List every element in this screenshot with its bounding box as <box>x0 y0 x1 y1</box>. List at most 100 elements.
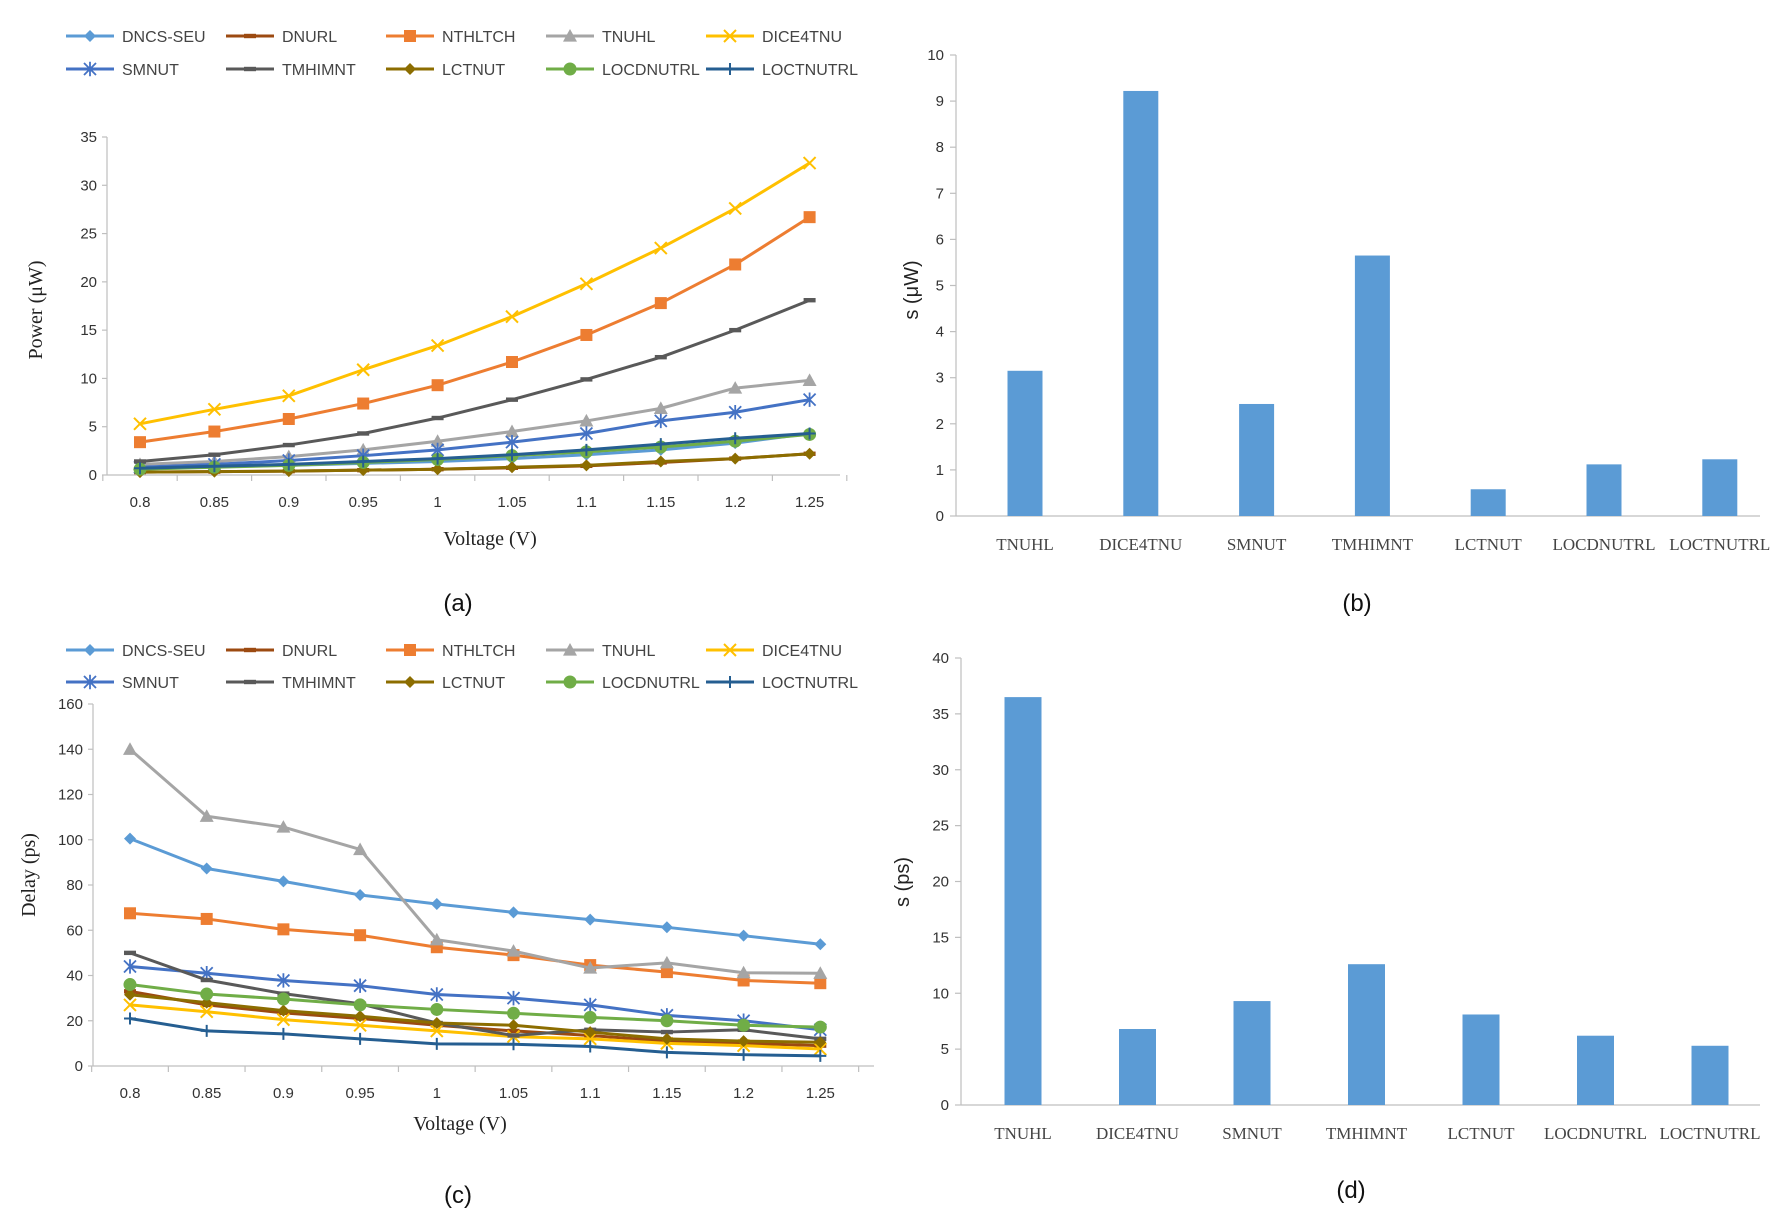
plus-marker-icon <box>430 1037 443 1050</box>
diamond-marker-icon <box>506 461 518 474</box>
circle-marker-icon <box>563 675 577 689</box>
square-marker-icon <box>660 966 673 979</box>
y-tick-label: 35 <box>932 706 949 723</box>
data-point-nthltch <box>580 328 593 341</box>
data-point-smnut <box>123 959 137 974</box>
asterisk-marker-icon <box>802 392 817 407</box>
triangle-marker-icon <box>736 965 751 979</box>
data-point-tnuhl <box>506 944 521 957</box>
panel-label-c: (c) <box>444 1182 472 1209</box>
data-point-locdnutrl <box>123 978 137 992</box>
square-marker-icon <box>506 356 518 369</box>
legend-label-dncs-seu: DNCS-SEU <box>122 29 206 46</box>
data-point-tmhimnt <box>208 452 221 457</box>
series-tnuhl <box>123 742 828 979</box>
x-marker-icon <box>207 402 222 417</box>
dash-marker-icon <box>124 950 136 956</box>
series-line-nthltch <box>129 911 821 985</box>
x-category-label: TMHIMNT <box>1332 535 1414 554</box>
plus-marker-icon <box>580 443 593 456</box>
data-point-dice4tnu <box>505 309 519 324</box>
y-tick-label: 0 <box>89 467 97 484</box>
bar-dice4tnu <box>1119 1029 1156 1105</box>
dash-marker-icon <box>357 431 370 436</box>
diamond-marker-icon <box>660 921 673 934</box>
x-marker-icon <box>583 1032 597 1046</box>
data-point-lctnut <box>124 988 136 1001</box>
series-line-loctnutrl <box>139 431 810 470</box>
legend-item-dncs-seu: DNCS-SEU <box>66 29 206 46</box>
data-point-tnuhl <box>728 381 743 394</box>
circle-marker-icon <box>200 987 214 1001</box>
data-point-loctnutrl <box>200 1024 213 1037</box>
triangle-marker-icon <box>506 944 521 957</box>
data-point-lctnut <box>737 1035 750 1048</box>
bar-tnuhl <box>1004 697 1042 1105</box>
data-point-dice4tnu <box>133 417 147 431</box>
data-point-tnuhl <box>736 965 751 979</box>
x-category-label: LOCTNUTRL <box>1659 1124 1760 1143</box>
series-loctnutrl <box>134 427 816 475</box>
data-point-loctnutrl <box>282 458 295 471</box>
data-point-smnut <box>583 997 597 1013</box>
x-tick-label: 0.9 <box>273 1085 294 1102</box>
x-category-label: DICE4TNU <box>1099 535 1182 554</box>
diamond-marker-icon <box>404 676 416 688</box>
data-point-loctnutrl <box>208 460 221 473</box>
legend-item-tmhimnt: TMHIMNT <box>226 675 356 692</box>
legend-marker-locdnutrl <box>563 675 577 689</box>
legend-label-tnuhl: TNUHL <box>602 643 655 660</box>
series-dncs-seu <box>124 832 827 951</box>
square-marker-icon <box>814 977 827 990</box>
data-point-loctnutrl <box>580 443 593 456</box>
series-line-smnut <box>139 398 810 469</box>
legend-label-loctnutrl: LOCTNUTRL <box>762 675 858 692</box>
circle-marker-icon <box>430 1002 444 1016</box>
x-tick-label: 1.1 <box>576 494 597 511</box>
data-point-nthltch <box>208 425 221 438</box>
y-tick-label: 7 <box>936 185 944 202</box>
square-marker-icon <box>200 912 213 925</box>
x-marker-icon <box>728 201 742 216</box>
circle-marker-icon <box>353 998 367 1012</box>
data-point-loctnutrl <box>430 1037 443 1050</box>
data-point-lctnut <box>803 447 816 460</box>
data-point-nthltch <box>506 356 518 369</box>
y-tick-label: 25 <box>932 818 949 835</box>
x-marker-icon <box>356 363 370 377</box>
plot-a: 0 5 10 15 20 25 30 35 0.8 0.85 0.9 0.95 1 1.05 1.1 1.15… <box>80 129 848 511</box>
series-line-smnut <box>129 964 821 1032</box>
data-point-smnut <box>505 434 519 450</box>
data-point-loctnutrl <box>354 1032 367 1045</box>
series-line-tnuhl <box>139 378 810 466</box>
data-point-nthltch <box>660 966 673 979</box>
legend-label-dnurl: DNURL <box>282 29 337 46</box>
data-point-tnuhl <box>429 932 444 946</box>
data-point-dncs-seu <box>814 938 827 951</box>
data-point-nthltch <box>803 211 816 224</box>
data-point-dncs-seu <box>660 921 673 934</box>
series-line-lctnut <box>129 993 821 1044</box>
square-marker-icon <box>404 30 416 42</box>
diamond-marker-icon <box>654 455 667 468</box>
series-loctnutrl <box>124 1012 827 1062</box>
data-point-loctnutrl <box>660 1046 673 1059</box>
series-dice4tnu <box>133 156 817 431</box>
asterisk-marker-icon <box>123 959 137 974</box>
plus-marker-icon <box>431 452 444 465</box>
data-point-loctnutrl <box>431 452 444 465</box>
legend-label-locdnutrl: LOCDNUTRL <box>602 62 700 79</box>
legend-label-smnut: SMNUT <box>122 62 179 79</box>
legend-item-dice4tnu: DICE4TNU <box>706 29 842 46</box>
triangle-marker-icon <box>276 820 291 833</box>
square-marker-icon <box>654 297 667 310</box>
x-tick-label: 0.85 <box>192 1085 221 1102</box>
triangle-marker-icon <box>505 424 519 438</box>
legend-marker-tmhimnt <box>244 679 256 685</box>
data-point-tnuhl <box>353 842 368 856</box>
data-point-tnuhl <box>123 742 137 755</box>
series-line-locdnutrl <box>129 983 821 1029</box>
data-point-dice4tnu <box>430 1024 444 1038</box>
plus-marker-icon <box>507 1038 520 1051</box>
